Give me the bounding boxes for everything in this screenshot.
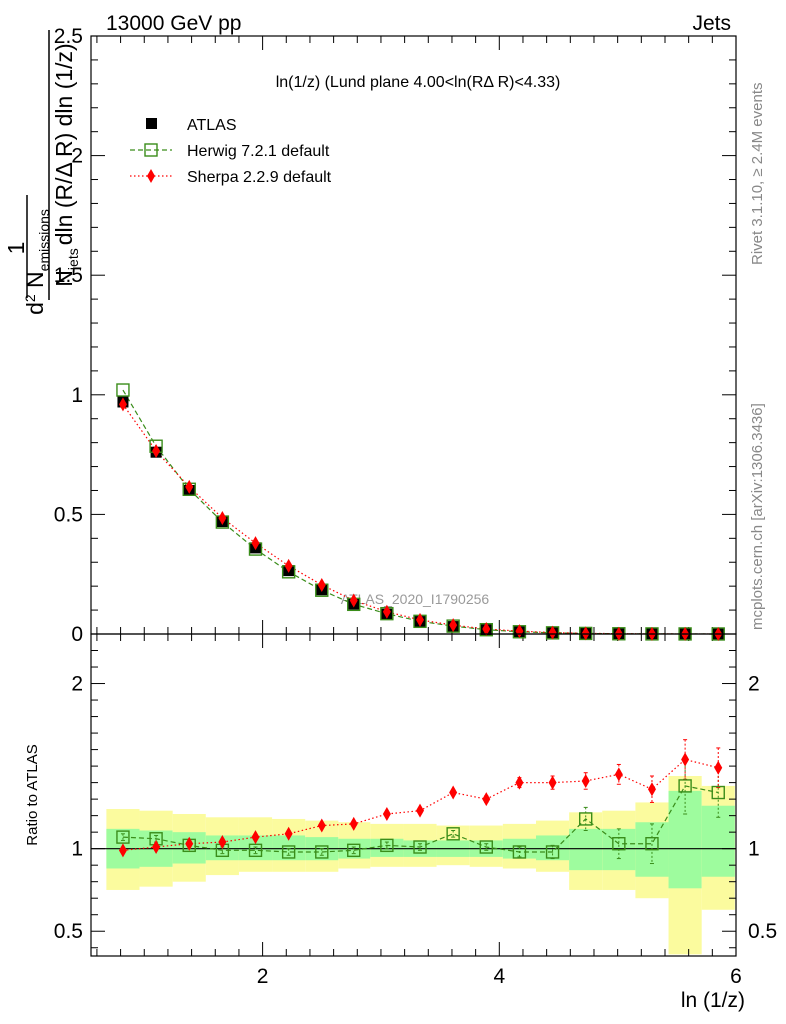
sherpa-point	[382, 604, 391, 619]
ratio-sherpa-point	[515, 775, 524, 790]
sherpa-point	[185, 479, 194, 494]
ratio-sherpa-point	[548, 775, 557, 790]
ylabel-one: 1	[3, 242, 29, 255]
ratio-sherpa-point	[714, 760, 723, 775]
band-inner	[535, 835, 570, 861]
legend-atlas-marker	[146, 118, 157, 129]
ratio-herwig-point	[380, 838, 394, 853]
ratio-herwig-point	[711, 785, 725, 800]
ratio-herwig-point	[645, 837, 659, 851]
y-tick-label: 2	[71, 145, 83, 168]
mcplots-label: mcplots.cern.ch [arXiv:1306.3436]	[749, 403, 766, 630]
x-tick-label: 6	[730, 965, 742, 988]
ratio-herwig-point	[479, 840, 493, 854]
ratio-sherpa-point	[416, 803, 425, 818]
y-tick-label: 2.5	[54, 25, 83, 48]
ratio-herwig-point	[281, 845, 296, 859]
ratio-sherpa-point	[581, 773, 590, 788]
ratio-sherpa-point	[349, 816, 358, 831]
ratio-sherpa-point	[118, 843, 127, 858]
ratio-y-tick-label: 1	[71, 838, 83, 861]
ratio-herwig-line	[122, 785, 719, 853]
y-tick-label: 0	[71, 623, 83, 646]
y-axis-label-ratio: Ratio to ATLAS	[24, 744, 41, 845]
ratio-y-tick-label-right: 0.5	[748, 920, 777, 943]
ratio-herwig-point	[512, 845, 527, 859]
ratio-sherpa-point	[614, 767, 623, 782]
sherpa-point	[548, 625, 557, 640]
x-axis-label: ln (1/z)	[681, 989, 745, 1012]
sherpa-point	[416, 612, 425, 627]
legend-sherpa-marker	[147, 169, 155, 183]
ratio-herwig-point	[446, 827, 460, 841]
ratio-sherpa-point	[382, 806, 391, 821]
ratio-herwig-point	[315, 845, 329, 859]
y-axis-label-main: 1 d2 Nemissions Njetsdln (R/Δ R) dln (1/…	[3, 30, 81, 315]
analysis-watermark: ATLAS_2020_I1790256	[341, 591, 490, 607]
ratio-sherpa-point	[681, 752, 690, 767]
ratio-sherpa-point	[449, 785, 458, 800]
sherpa-point	[218, 510, 227, 525]
legend-sherpa-label: Sherpa 2.2.9 default	[187, 169, 332, 186]
legend: ATLAS Herwig 7.2.1 default Sherpa 2.2.9 …	[130, 117, 332, 186]
ratio-frame	[90, 633, 737, 957]
y-tick-label: 0.5	[54, 503, 83, 526]
herwig-point	[116, 383, 130, 397]
ratio-herwig-point	[545, 845, 560, 859]
sherpa-point	[251, 536, 260, 551]
ratio-herwig-point	[678, 779, 692, 793]
sherpa-point	[152, 444, 161, 459]
sherpa-point	[349, 593, 358, 608]
legend-atlas-label: ATLAS	[187, 117, 237, 134]
ylabel-numerator: d2 Nemissions	[22, 209, 52, 315]
sherpa-point	[482, 621, 491, 636]
ratio-herwig-point	[413, 840, 427, 854]
ratio-sherpa-point	[218, 835, 227, 850]
sherpa-point	[118, 397, 127, 412]
ylabel-denominator: Njetsdln (R/Δ R) dln (1/z)	[51, 43, 81, 286]
y-tick-label: 1.5	[54, 264, 83, 287]
ratio-y-tick-label-right: 2	[748, 673, 760, 696]
ratio-sherpa-point	[317, 818, 326, 833]
ratio-sherpa-point	[482, 792, 491, 807]
ratio-herwig-point	[347, 843, 361, 858]
sherpa-point	[449, 618, 458, 633]
sherpa-point	[581, 626, 590, 641]
ratio-sherpa-point	[185, 836, 194, 851]
process-label: Jets	[692, 12, 731, 35]
legend-herwig-marker	[144, 143, 158, 157]
ratio-herwig-point	[612, 837, 626, 851]
main-axes: 0 0.5 1 1.5 2 2.5	[54, 25, 737, 646]
ratio-uncertainty-bands	[106, 776, 735, 955]
beam-label: 13000 GeV pp	[106, 12, 241, 35]
y-tick-label: 1	[71, 384, 83, 407]
rivet-label: Rivet 3.1.10, ≥ 2.4M events	[749, 83, 766, 266]
ratio-sherpa-point	[251, 830, 260, 845]
ratio-axes: 0.5 0.5 1 1 2 2 2 4 6	[54, 633, 777, 988]
ratio-y-tick-label: 2	[71, 673, 83, 696]
ratio-herwig-point	[116, 830, 130, 844]
band-inner	[569, 828, 603, 871]
ratio-sherpa-point	[284, 826, 293, 841]
sherpa-point	[515, 624, 524, 639]
legend-herwig-label: Herwig 7.2.1 default	[187, 143, 330, 160]
ratio-sherpa-point	[152, 840, 161, 855]
ratio-herwig-point	[578, 812, 593, 826]
ratio-y-tick-label: 0.5	[54, 920, 83, 943]
x-tick-label: 4	[493, 965, 505, 988]
plot-title: ln(1/z) (Lund plane 4.00<ln(RΔ R)<4.33)	[276, 74, 561, 91]
sherpa-point	[317, 577, 326, 592]
ratio-y-tick-label-right: 1	[748, 838, 760, 861]
ratio-series	[116, 739, 725, 865]
ratio-herwig-point	[248, 843, 263, 858]
x-tick-label: 2	[257, 965, 269, 988]
ratio-sherpa-point	[647, 782, 656, 797]
sherpa-point	[284, 558, 293, 573]
